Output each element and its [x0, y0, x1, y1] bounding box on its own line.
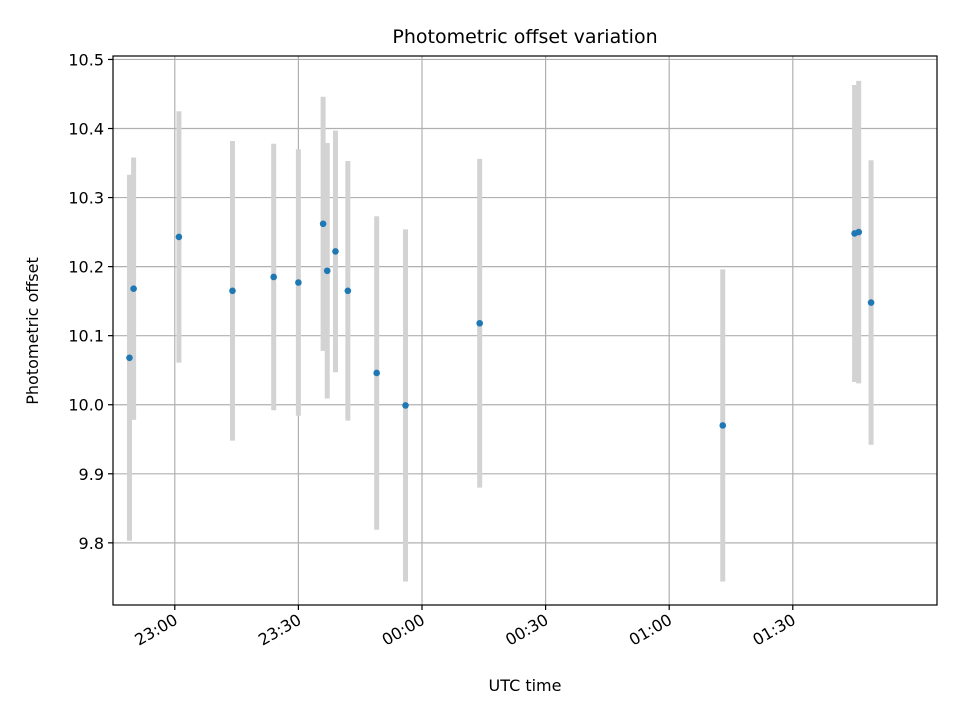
data-point	[476, 319, 483, 327]
y-tick-label: 10.2	[68, 258, 104, 277]
data-point	[130, 285, 137, 293]
data-point	[319, 220, 327, 228]
y-axis-label: Photometric offset	[23, 257, 42, 405]
data-point	[229, 287, 236, 295]
data-points	[126, 220, 875, 429]
data-point	[323, 267, 331, 275]
y-tick-label: 10.3	[68, 189, 104, 208]
data-point	[867, 299, 875, 306]
data-point	[175, 233, 183, 241]
y-tick-label: 10.5	[68, 50, 104, 69]
chart-title: Photometric offset variation	[392, 26, 657, 48]
data-point	[332, 248, 339, 255]
data-point	[126, 354, 133, 362]
data-point	[855, 228, 863, 236]
x-axis-label: UTC time	[489, 676, 562, 695]
y-axis-ticks: 9.8 9.9 10.0 10.1 10.2 10.3 10.4 10.5	[68, 50, 113, 553]
data-point	[373, 369, 380, 377]
y-tick-label: 10.4	[68, 120, 104, 139]
y-tick-label: 9.9	[79, 465, 104, 484]
plot-area-frame	[112, 55, 938, 606]
data-point	[402, 402, 409, 409]
data-point	[295, 279, 302, 286]
data-point	[270, 273, 277, 281]
grid	[113, 56, 937, 605]
y-tick-label: 10.1	[68, 327, 104, 346]
y-tick-label: 10.0	[68, 396, 104, 415]
y-tick-label: 9.8	[79, 534, 104, 553]
data-point	[719, 422, 727, 429]
data-point	[344, 287, 352, 295]
